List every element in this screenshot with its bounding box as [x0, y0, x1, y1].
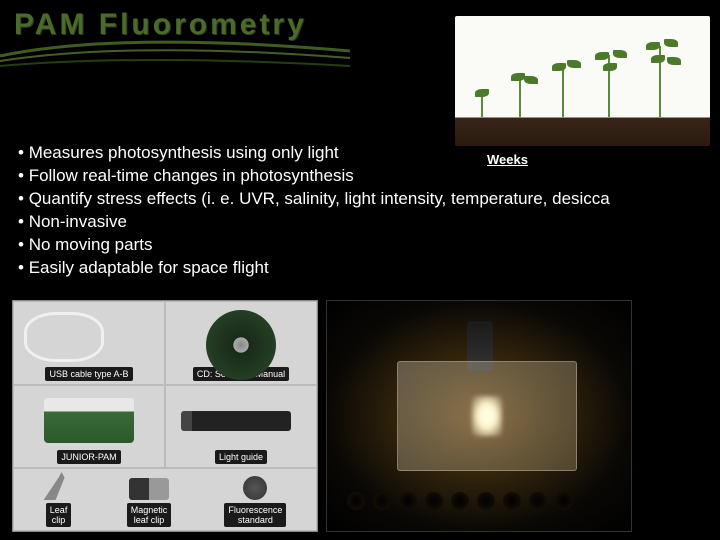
bullet-text: Quantify stress effects (i. e. UVR, sali…: [29, 189, 610, 208]
equipment-label: Fluorescence standard: [224, 503, 286, 527]
cd-disc-icon: [206, 310, 276, 380]
equipment-kit-image: USB cable type A-B CD: Software+Manual J…: [12, 300, 318, 532]
bullet-text: Easily adaptable for space flight: [29, 258, 269, 277]
bullet-text: No moving parts: [29, 235, 153, 254]
equipment-junior-cell: JUNIOR-PAM: [13, 385, 165, 469]
equipment-label: Leaf clip: [46, 503, 72, 527]
slide-title: PAM Fluorometry: [14, 8, 307, 42]
equipment-lightguide-cell: Light guide: [165, 385, 317, 469]
bullet-item: • No moving parts: [18, 234, 610, 257]
equipment-cd-cell: CD: Software+Manual: [165, 301, 317, 385]
equipment-fluorstd-cell: Fluorescence standard: [224, 476, 286, 527]
equipment-label: USB cable type A-B: [45, 367, 132, 381]
bullet-text: Follow real-time changes in photosynthes…: [29, 166, 354, 185]
equipment-label: Light guide: [215, 450, 267, 464]
equipment-label: Magnetic leaf clip: [127, 503, 172, 527]
leaf-clip-icon: [44, 472, 74, 500]
bullet-item: • Easily adaptable for space flight: [18, 257, 610, 280]
light-guide-icon: [181, 411, 291, 431]
bullet-text: Measures photosynthesis using only light: [29, 143, 339, 162]
usb-cable-icon: [24, 312, 104, 362]
instrument-light-glow: [472, 396, 502, 436]
magnetic-clip-icon: [129, 478, 169, 500]
equipment-bottom-row: Leaf clip Magnetic leaf clip Fluorescenc…: [13, 468, 317, 531]
equipment-leafclip-cell: Leaf clip: [44, 472, 74, 527]
bullet-list: • Measures photosynthesis using only lig…: [18, 142, 610, 280]
fluorescence-standard-icon: [243, 476, 267, 500]
arrow-right-icon: [645, 148, 663, 170]
bullet-item: • Follow real-time changes in photosynth…: [18, 165, 610, 188]
instrument-photo: [326, 300, 632, 532]
bullet-item: • Measures photosynthesis using only lig…: [18, 142, 610, 165]
pam-device-icon: [44, 398, 134, 443]
sample-rack: [347, 481, 607, 521]
bullet-text: Non-invasive: [29, 212, 127, 231]
seedlings-growth-image: [455, 16, 710, 146]
equipment-usb-cell: USB cable type A-B: [13, 301, 165, 385]
equipment-magclip-cell: Magnetic leaf clip: [127, 478, 172, 527]
bullet-item: • Non-invasive: [18, 211, 610, 234]
equipment-label: JUNIOR-PAM: [57, 450, 120, 464]
bullet-item: • Quantify stress effects (i. e. UVR, sa…: [18, 188, 610, 211]
